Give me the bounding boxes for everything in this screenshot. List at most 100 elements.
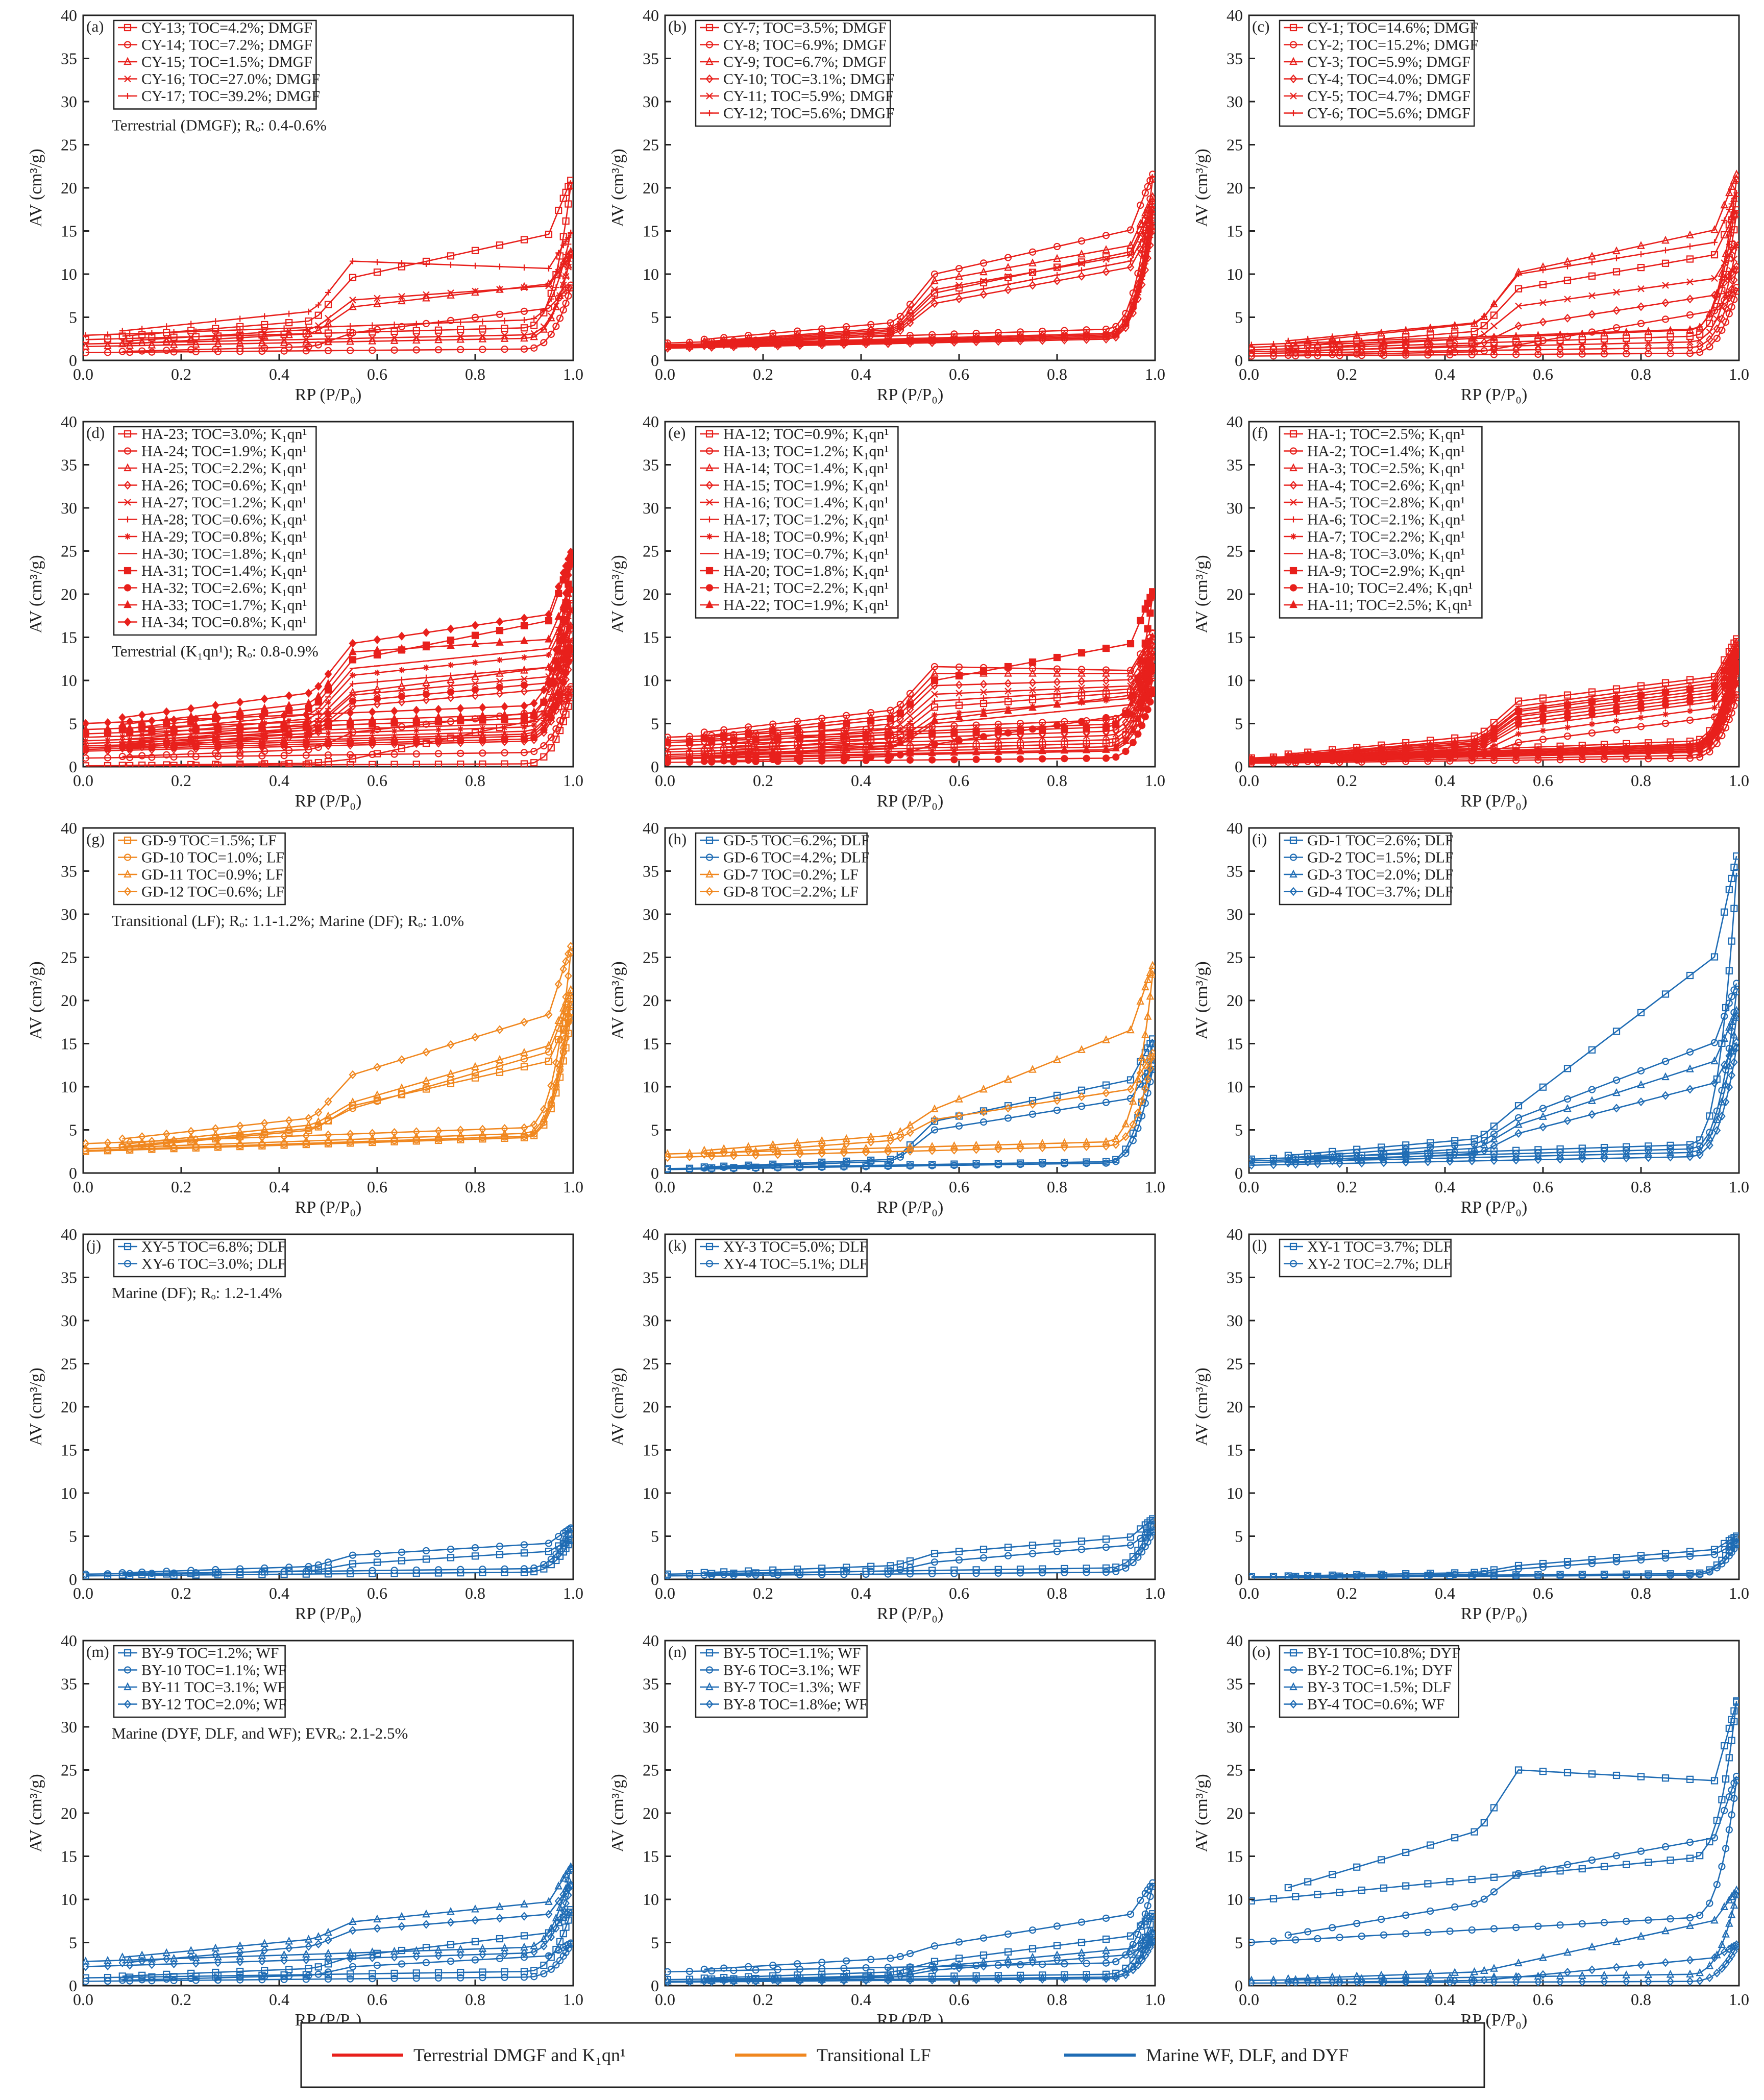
data-point <box>1730 986 1738 994</box>
legend-entry: XY-2 TOC=2.7%; DLF <box>1307 1256 1452 1273</box>
data-point <box>148 348 156 356</box>
data-point <box>118 713 127 722</box>
data-point <box>862 1163 870 1170</box>
data-point <box>1136 245 1144 254</box>
data-point <box>398 687 405 694</box>
data-point <box>237 315 243 322</box>
panel-label: (g) <box>86 830 105 848</box>
data-point <box>501 1949 509 1959</box>
data-point <box>1039 336 1046 343</box>
data-point <box>520 701 528 711</box>
data-point <box>1711 239 1718 246</box>
data-point <box>1144 625 1152 633</box>
data-point <box>324 1970 332 1978</box>
data-point <box>665 344 671 351</box>
desorption-line <box>1288 1042 1737 1164</box>
data-point <box>258 1133 266 1142</box>
data-point <box>1512 1572 1520 1579</box>
data-point <box>1121 323 1130 332</box>
legend-entry: GD-12 TOC=0.6%; LF <box>141 884 284 900</box>
data-point <box>1612 726 1621 734</box>
data-point <box>413 321 420 327</box>
data-point <box>1512 748 1520 757</box>
data-point <box>701 745 707 752</box>
data-point <box>236 1957 244 1967</box>
data-point <box>1512 342 1520 350</box>
data-point <box>540 1105 548 1114</box>
data-point <box>373 1090 381 1098</box>
data-point <box>1730 1011 1738 1019</box>
data-point <box>1077 1103 1086 1110</box>
data-point <box>1644 1153 1652 1162</box>
data-point <box>1083 754 1090 762</box>
data-point <box>479 318 486 325</box>
data-point <box>1728 937 1735 945</box>
data-point <box>568 230 573 237</box>
legend-entry: CY-5; TOC=4.7%; DMGF <box>1307 88 1471 105</box>
data-point <box>556 1915 564 1924</box>
data-point <box>1612 246 1621 255</box>
data-point <box>1705 335 1713 344</box>
data-point <box>1622 1149 1630 1157</box>
data-point <box>447 675 455 683</box>
data-point <box>1102 745 1110 753</box>
data-point <box>104 718 112 727</box>
data-point <box>665 753 672 762</box>
legend-box <box>1279 19 1475 127</box>
data-point <box>369 728 376 735</box>
data-point <box>346 1134 354 1143</box>
legend-marker <box>124 430 132 438</box>
data-point <box>547 734 555 741</box>
data-point <box>887 715 894 723</box>
y-tick-label: 40 <box>1227 1225 1243 1243</box>
data-point <box>1728 874 1735 883</box>
series-CY-16 <box>83 252 573 348</box>
data-point <box>447 316 455 324</box>
x-tick-label: 0.0 <box>1239 1178 1259 1196</box>
data-point <box>259 326 265 332</box>
x-tick-label: 1.0 <box>563 1990 583 2009</box>
x-tick-label: 0.2 <box>753 771 773 790</box>
data-point <box>1377 328 1385 337</box>
data-point <box>1588 1046 1596 1054</box>
data-point <box>955 672 963 680</box>
data-point <box>390 750 398 758</box>
legend-entry: HA-3; TOC=2.5%; K₁qn¹ <box>1307 460 1465 477</box>
legend-entry: HA-1; TOC=2.5%; K₁qn¹ <box>1307 426 1465 443</box>
data-point <box>530 1120 538 1130</box>
data-point <box>1353 341 1360 349</box>
data-point <box>1725 666 1733 674</box>
data-point <box>1637 302 1645 311</box>
data-point <box>471 1938 479 1945</box>
data-point <box>1426 1146 1434 1155</box>
data-point <box>472 262 478 269</box>
data-point <box>1686 744 1694 752</box>
data-point <box>1053 1548 1061 1555</box>
data-point <box>211 1124 219 1133</box>
data-point <box>1563 732 1572 740</box>
legend-marker <box>124 600 132 608</box>
data-point <box>192 1959 200 1968</box>
legend-entry: GD-2 TOC=1.5%; DLF <box>1307 849 1454 866</box>
data-point <box>972 1145 981 1154</box>
data-point <box>1468 334 1475 340</box>
data-point <box>1515 730 1522 737</box>
data-point <box>520 1549 528 1557</box>
data-point <box>1304 336 1312 345</box>
data-point <box>447 1907 455 1915</box>
legend-marker <box>705 430 714 438</box>
plot-frame <box>82 1233 574 1580</box>
data-point <box>1612 324 1621 332</box>
data-point <box>215 734 221 740</box>
data-point <box>1451 329 1459 337</box>
data-point <box>126 762 134 767</box>
data-point <box>843 1564 850 1571</box>
data-point <box>281 325 287 332</box>
data-point <box>567 252 573 259</box>
data-point <box>700 734 708 742</box>
x-tick-label: 0.8 <box>1047 1178 1067 1196</box>
data-point <box>280 347 288 355</box>
data-point <box>907 742 913 748</box>
legend-marker <box>125 533 131 540</box>
data-point <box>280 718 288 726</box>
